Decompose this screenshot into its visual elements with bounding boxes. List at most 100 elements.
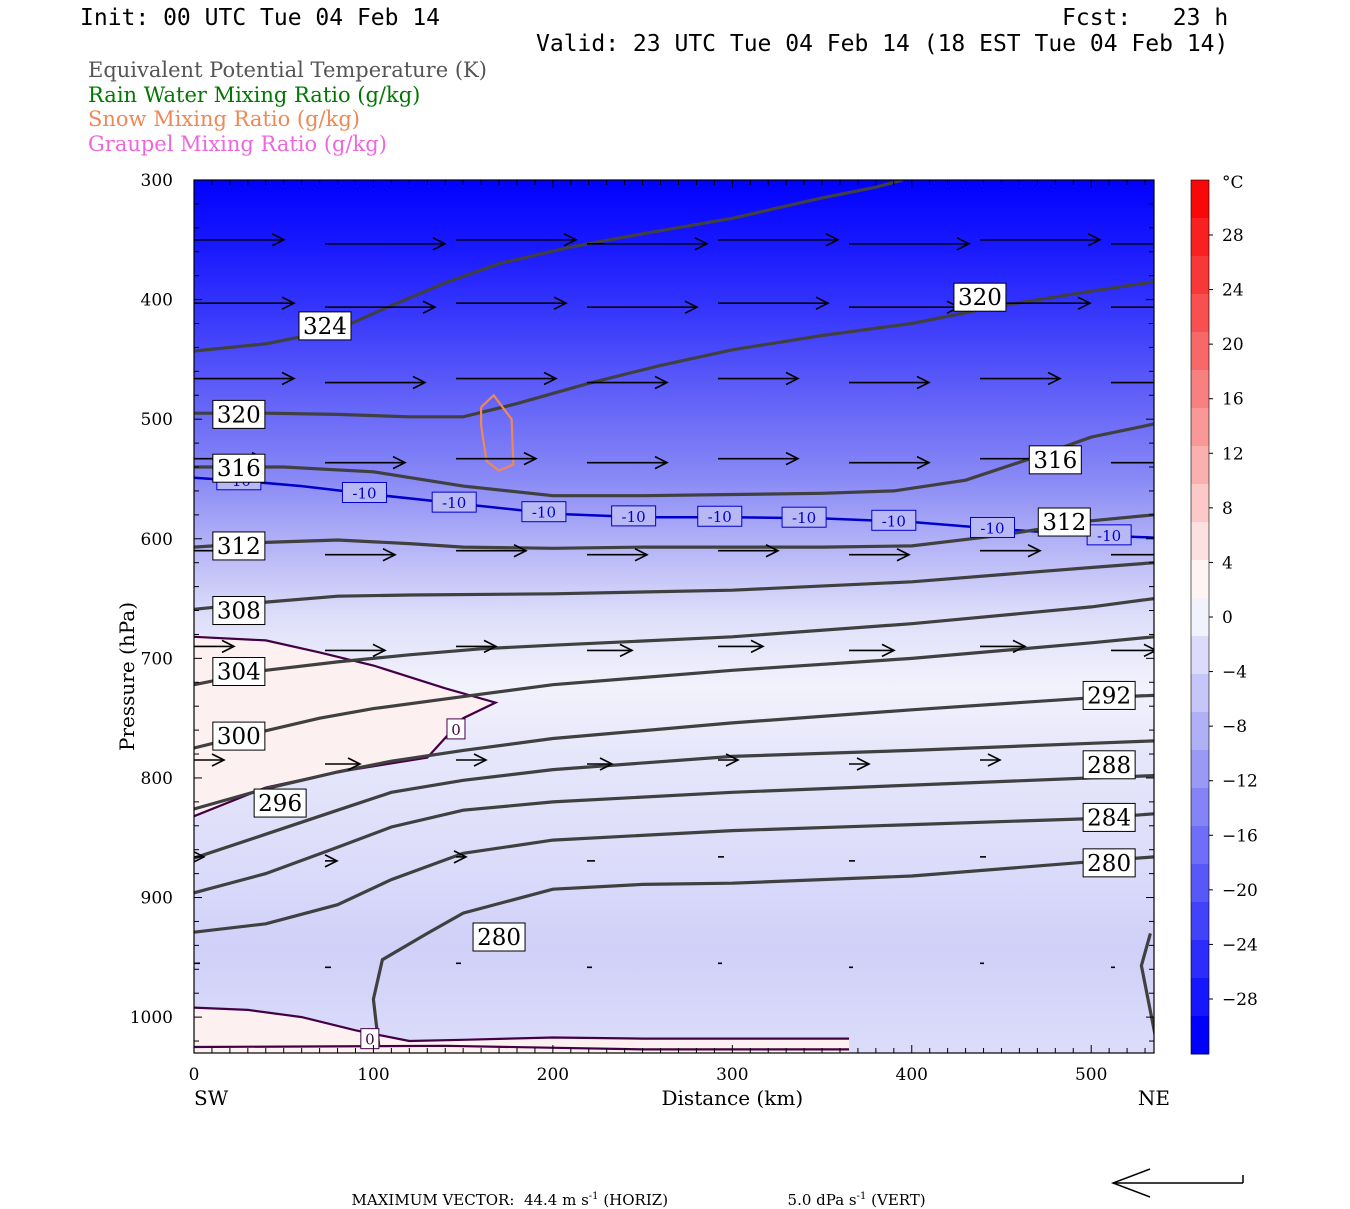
theta-e-label-box — [1082, 848, 1136, 878]
theta-e-contour — [194, 812, 1154, 934]
colorbar-segment — [1191, 332, 1209, 371]
theta-e-label-box — [212, 657, 266, 687]
theta-e-label-box — [212, 721, 266, 751]
theta-e-label-box — [1082, 802, 1136, 832]
valid-time: Valid: 23 UTC Tue 04 Feb 14 (18 EST Tue … — [536, 31, 1229, 57]
colorbar-label: −8 — [1222, 717, 1247, 737]
wind-vector-head — [347, 757, 362, 771]
ne-label: NE — [1138, 1086, 1170, 1110]
colorbar-segment — [1191, 940, 1209, 979]
theta-e-label-box — [212, 596, 266, 626]
wind-vector-head — [599, 757, 614, 771]
theta-e-label-box — [253, 788, 307, 818]
theta-e-label: 324 — [303, 314, 347, 340]
wind-vector-head — [765, 544, 780, 558]
colorbar-segment — [1191, 598, 1209, 637]
colorbar-segment — [1191, 712, 1209, 751]
theta-e-contour — [194, 561, 1154, 611]
contour-label-box — [611, 505, 657, 527]
colorbar-segment — [1191, 788, 1209, 827]
contour-label-minus-10: -10 — [532, 504, 556, 522]
colorbar-segment — [1191, 446, 1209, 485]
wind-vector-head — [916, 375, 931, 390]
snow-contour — [480, 393, 515, 472]
wind-vector-head — [1047, 371, 1062, 386]
x-tick-label: 400 — [896, 1065, 928, 1085]
wind-vector-head — [987, 753, 1002, 767]
zero-label: 0 — [451, 721, 461, 739]
colorbar-segment — [1191, 1016, 1209, 1055]
wind-vector-head — [432, 237, 447, 251]
colorbar-unit: °C — [1222, 173, 1244, 193]
wind-vector-head — [1209, 301, 1221, 313]
theta-e-label-box — [212, 399, 266, 429]
theta-e-label-box — [1082, 750, 1136, 780]
wind-vector-head — [392, 455, 407, 470]
x-axis-label: Distance (km) — [662, 1086, 804, 1110]
wind-vector-head — [372, 643, 387, 658]
theta-e-label-box — [1082, 680, 1136, 710]
x-tick-label: 500 — [1075, 1065, 1107, 1085]
wind-vector-head — [211, 753, 226, 767]
contour-label-minus-10: -10 — [622, 508, 646, 526]
plot-layers: -10-10-10-10-10-10-10-10-10-103243203163… — [194, 180, 1221, 1053]
wind-vector-head — [1077, 296, 1092, 310]
x-tick-label: 0 — [189, 1065, 200, 1085]
x-tick-label: 100 — [357, 1065, 389, 1085]
theta-e-label: 316 — [217, 456, 261, 482]
colorbar-label: −20 — [1222, 881, 1258, 901]
wind-vector-head — [750, 639, 765, 654]
wind-vector-head — [1012, 639, 1027, 654]
y-tick-label: 500 — [141, 410, 173, 430]
colorbar-segment — [1191, 636, 1209, 675]
contour-label-box — [521, 501, 567, 523]
colorbar-label: 24 — [1222, 281, 1244, 301]
theta-e-label: 304 — [217, 660, 261, 686]
theta-e-label: 296 — [258, 791, 302, 817]
wind-vector-head — [324, 854, 339, 868]
contour-label-box — [341, 481, 387, 503]
wind-vector-head — [684, 300, 699, 314]
theta-e-contour — [1139, 932, 1154, 1038]
colorbar-label: −16 — [1222, 826, 1258, 846]
colorbar-segment — [1191, 978, 1209, 1017]
y-tick-label: 400 — [141, 291, 173, 311]
max-vector-vert: 5.0 dPa s — [787, 1191, 857, 1209]
wind-vector-head — [412, 375, 427, 390]
colorbar-segment — [1191, 674, 1209, 713]
legend-rain: Rain Water Mixing Ratio (g/kg) — [88, 83, 421, 107]
wind-vector-head — [513, 544, 528, 558]
colorbar-label: 0 — [1222, 608, 1233, 628]
theta-e-label: 288 — [1087, 753, 1131, 779]
theta-e-label-box — [1037, 507, 1091, 537]
theta-e-contour — [194, 774, 1154, 895]
wind-vector-head — [1087, 233, 1102, 247]
colorbar-segment — [1191, 294, 1209, 333]
y-axis-label: Pressure (hPa) — [115, 602, 139, 751]
theta-e-label: 280 — [477, 925, 521, 951]
colorbar-label: −4 — [1222, 663, 1247, 683]
contour-label-minus-10: -10 — [442, 494, 466, 512]
wind-vector-head — [785, 371, 800, 386]
wind-vector-head — [483, 639, 498, 654]
colorbar-label: 16 — [1222, 390, 1244, 410]
horiz-exponent: -1 — [588, 1191, 599, 1202]
wind-vector-head — [194, 850, 206, 863]
contour-label-box — [697, 505, 743, 527]
reference-vector-head — [1110, 1168, 1151, 1198]
wind-vector-head — [543, 371, 558, 386]
wind-vector-head — [881, 643, 896, 658]
wind-vector-head — [785, 451, 800, 466]
y-tick-label: 300 — [141, 171, 173, 191]
theta-e-label: 300 — [217, 724, 261, 750]
max-vector-legend: MAXIMUM VECTOR: 44.4 m s-1 (HORIZ) — [342, 1177, 669, 1208]
wind-vector-head — [453, 850, 468, 864]
contour-label-minus-10: -10 — [792, 509, 816, 527]
colorbar-label: −12 — [1222, 772, 1258, 792]
theta-e-label-box — [472, 922, 526, 952]
wind-vector-head — [815, 296, 830, 310]
colorbar-label: 20 — [1222, 335, 1244, 355]
wind-vector-head — [896, 548, 911, 562]
colorbar-segment — [1191, 256, 1209, 295]
